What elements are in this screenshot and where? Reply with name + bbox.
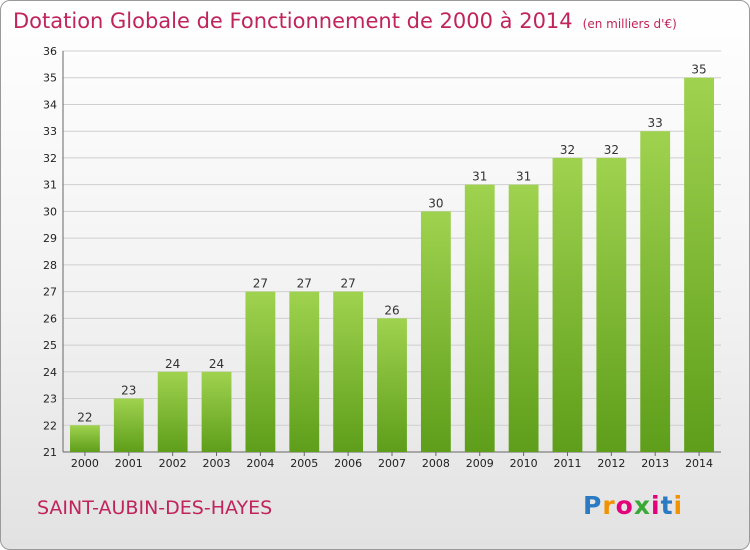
bar — [420, 211, 451, 452]
x-tick-label: 2000 — [71, 457, 99, 470]
logo-letter: x — [633, 491, 651, 520]
x-tick-label: 2004 — [246, 457, 274, 470]
data-label: 33 — [648, 116, 663, 130]
bars — [70, 77, 714, 452]
x-tick-label: 2010 — [510, 457, 538, 470]
bar — [289, 291, 320, 452]
y-tick-label: 36 — [43, 45, 57, 58]
y-tick-label: 24 — [43, 366, 57, 379]
y-tick-label: 26 — [43, 312, 57, 325]
y-tick-label: 21 — [43, 446, 57, 459]
data-label: 23 — [121, 384, 136, 398]
y-tick-label: 32 — [43, 152, 57, 165]
x-tick-label: 2014 — [685, 457, 713, 470]
bar — [333, 291, 364, 452]
bar — [508, 184, 539, 452]
y-tick-label: 30 — [43, 205, 57, 218]
bar — [377, 318, 407, 452]
x-tick-label: 2013 — [641, 457, 669, 470]
x-tick-label: 2008 — [422, 457, 450, 470]
bar — [157, 371, 188, 452]
data-label: 31 — [516, 170, 531, 184]
bar — [113, 398, 144, 452]
y-tick-label: 25 — [43, 339, 57, 352]
x-tick-label: 2002 — [159, 457, 187, 470]
data-labels: 22 23 24 24 27 27 27 26 30 31 31 32 32 33 35 — [77, 63, 706, 425]
x-tick-label: 2003 — [203, 457, 231, 470]
data-label: 32 — [560, 143, 575, 157]
data-label: 22 — [77, 410, 92, 424]
bar — [464, 184, 495, 452]
chart-title: Dotation Globale de Fonctionnement de 20… — [13, 9, 677, 33]
x-tick-label: 2001 — [115, 457, 143, 470]
bar — [70, 425, 100, 452]
bar — [640, 131, 671, 452]
bar — [684, 77, 714, 452]
data-label: 30 — [428, 196, 443, 210]
data-label: 31 — [472, 170, 487, 184]
proxiti-logo: Proxiti — [583, 491, 683, 520]
x-tick-label: 2009 — [466, 457, 494, 470]
data-label: 24 — [209, 357, 224, 371]
y-tick-label: 23 — [43, 393, 57, 406]
data-label: 27 — [253, 277, 268, 291]
y-tick-label: 27 — [43, 286, 57, 299]
bar — [596, 157, 627, 452]
y-tick-label: 31 — [43, 179, 57, 192]
logo-letter: i — [673, 491, 684, 520]
bar — [201, 371, 232, 452]
axes: 21 22 23 24 25 26 27 28 29 30 31 32 33 34 35 36 2000 2001… — [43, 45, 721, 470]
x-tick-label: 2005 — [290, 457, 318, 470]
logo-letter: i — [651, 491, 661, 520]
y-tick-label: 34 — [43, 98, 57, 111]
logo-letter: t — [660, 491, 674, 520]
y-tick-label: 35 — [43, 72, 57, 85]
data-label: 27 — [340, 277, 355, 291]
logo-letter: P — [583, 491, 603, 520]
chart-unit: (en milliers d'€) — [582, 17, 677, 31]
data-label: 32 — [604, 143, 619, 157]
data-label: 27 — [297, 277, 312, 291]
data-label: 24 — [165, 357, 180, 371]
bar — [552, 157, 583, 452]
y-tick-label: 28 — [43, 259, 57, 272]
y-tick-label: 29 — [43, 232, 57, 245]
x-tick-label: 2006 — [334, 457, 362, 470]
bar — [245, 291, 276, 452]
y-tick-label: 22 — [43, 419, 57, 432]
data-label: 26 — [384, 303, 399, 317]
x-tick-label: 2012 — [597, 457, 625, 470]
data-label: 35 — [691, 63, 706, 77]
chart-title-text: Dotation Globale de Fonctionnement de 20… — [13, 9, 573, 33]
commune-name: SAINT-AUBIN-DES-HAYES — [37, 497, 273, 519]
x-tick-label: 2011 — [553, 457, 581, 470]
logo-letter: r — [602, 491, 616, 520]
y-tick-label: 33 — [43, 125, 57, 138]
x-tick-label: 2007 — [378, 457, 406, 470]
logo-letter: o — [615, 491, 634, 520]
